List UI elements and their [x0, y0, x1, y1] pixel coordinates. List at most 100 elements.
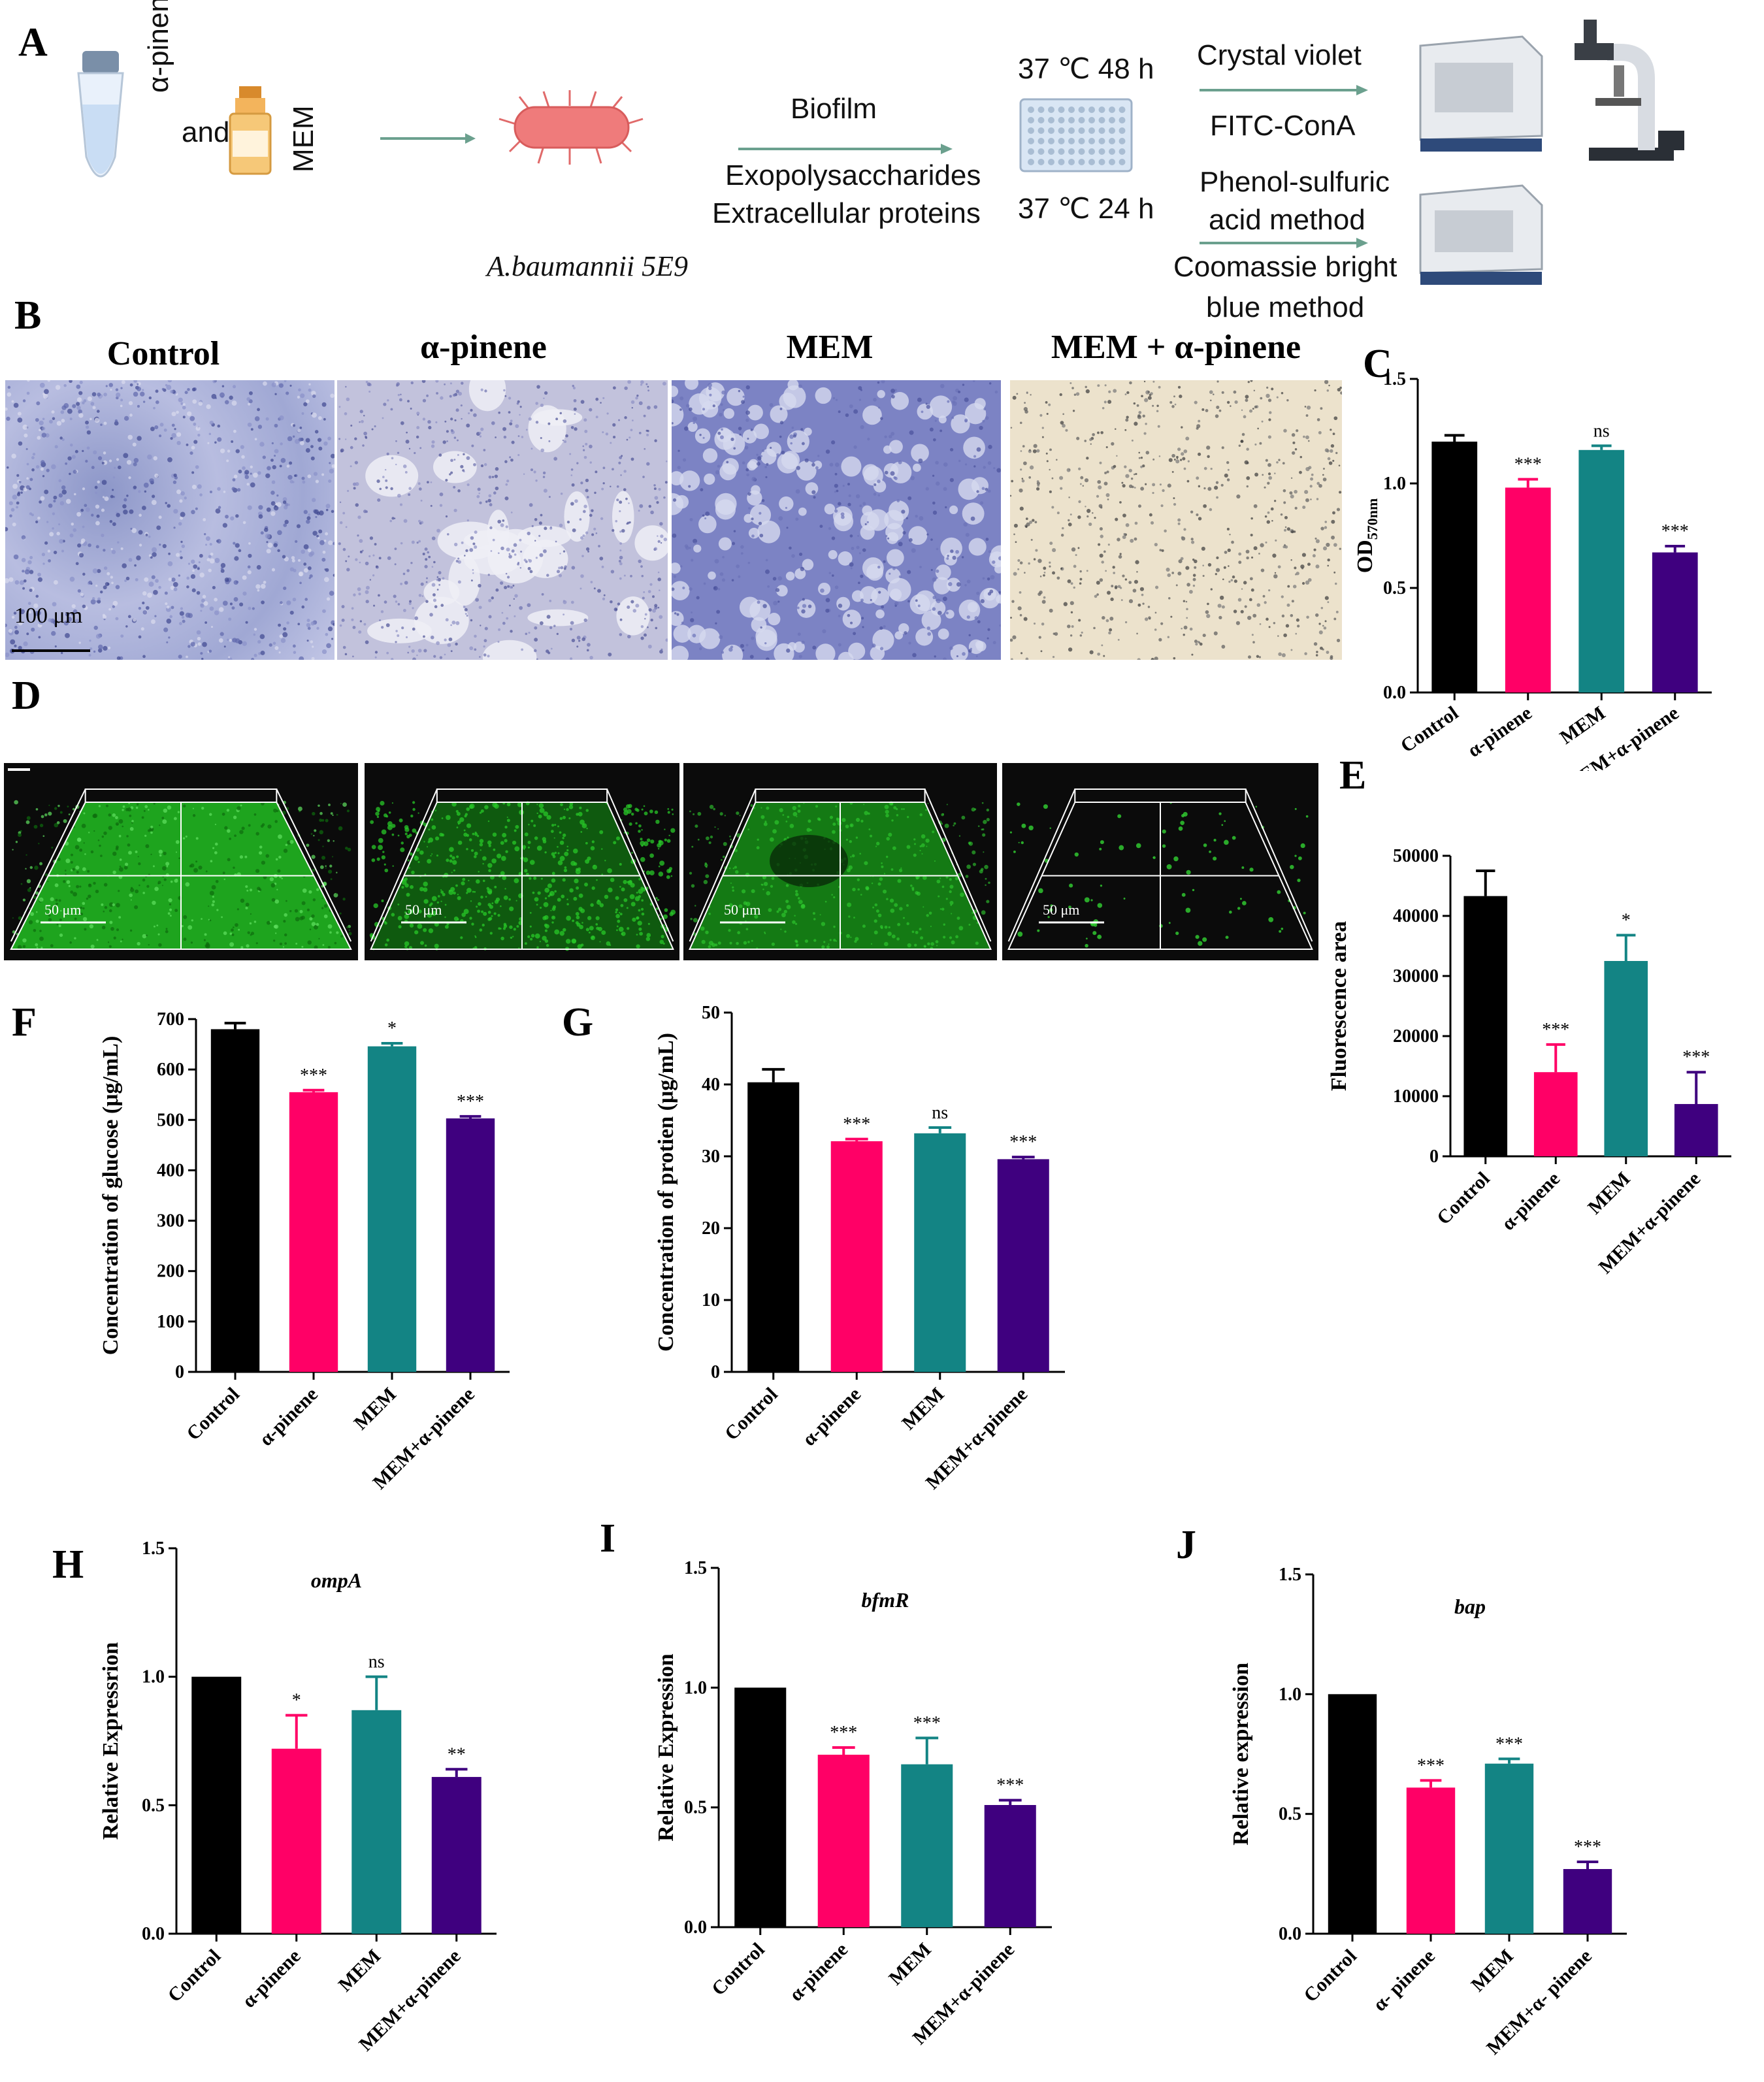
- y-axis-label: OD570nm: [1353, 498, 1380, 574]
- fitc-cona-label: FITC-ConA: [1210, 110, 1356, 142]
- significance-label: ***: [996, 1776, 1024, 1796]
- bar: [1652, 552, 1698, 692]
- reagent-mem-label: MEM: [287, 105, 319, 172]
- y-tick-label: 1.5: [142, 1538, 165, 1559]
- bacterium-icon: [498, 90, 644, 165]
- scale-bar-label-d: 50 μm: [1043, 902, 1079, 918]
- scale-bar-b: [12, 649, 90, 652]
- y-tick-label: 600: [157, 1060, 184, 1080]
- chart-f: 0 100 200 300 400 500 600 700 Concentration of g…: [99, 1009, 510, 1493]
- y-tick-label: 500: [157, 1110, 184, 1130]
- y-tick-label: 1.5: [1383, 369, 1406, 389]
- confocal-pinene: 50 μm: [365, 763, 679, 960]
- y-axis-label: Concentration of protien (μg/mL): [654, 1033, 678, 1352]
- y-tick-label: 30: [702, 1147, 720, 1167]
- coomassie-label-1: Coomassie bright: [1173, 251, 1397, 283]
- y-axis-label: Fluorescence area: [1327, 921, 1351, 1091]
- x-tick-label: MEM: [898, 1384, 949, 1435]
- x-tick-label: Control: [182, 1384, 244, 1445]
- y-tick-label: 1.5: [684, 1558, 707, 1578]
- scale-bar-label-d: 50 μm: [44, 902, 81, 918]
- y-tick-label: 0: [175, 1362, 184, 1382]
- panel-letter-d: D: [12, 674, 41, 718]
- x-tick-label: MEM: [350, 1384, 400, 1435]
- y-tick-label: 1.0: [684, 1678, 707, 1698]
- y-tick-label: 0.5: [1279, 1804, 1301, 1825]
- bar: [1328, 1694, 1377, 1934]
- y-tick-label: 0.5: [684, 1798, 707, 1818]
- y-axis-label: Relative Expression: [654, 1653, 678, 1842]
- significance-label: *: [387, 1018, 397, 1039]
- significance-label: ***: [457, 1092, 484, 1112]
- y-tick-label: 1.0: [142, 1667, 165, 1687]
- micrograph-title-combo: MEM + α-pinene: [1051, 329, 1301, 366]
- panel-letter-i: I: [600, 1516, 616, 1561]
- x-tick-label: MEM: [885, 1939, 936, 1990]
- significance-label: ***: [1574, 1837, 1601, 1857]
- x-tick-label: MEM: [1556, 702, 1610, 749]
- micrograph-control: [5, 380, 335, 660]
- y-tick-label: 20000: [1393, 1026, 1439, 1047]
- chart-j: 0.0 0.5 1.0 1.5 Relative expression bap Contro…: [1229, 1565, 1627, 2059]
- scale-bar-label-d: 50 μm: [405, 902, 442, 918]
- panel-letter-h: H: [52, 1542, 84, 1587]
- y-tick-label: 10000: [1393, 1086, 1439, 1107]
- panel-letter-j: J: [1176, 1523, 1196, 1567]
- bar: [1463, 896, 1508, 1156]
- significance-label: ***: [1514, 455, 1542, 475]
- x-tick-label: α- pinene: [1369, 1945, 1439, 2016]
- significance-label: ***: [1495, 1734, 1523, 1754]
- panel-letter-e: E: [1339, 753, 1367, 798]
- chart-h: 0.0 0.5 1.0 1.5 Relative Expressrion ompA Cont…: [99, 1538, 497, 2055]
- condition-24h-label: 37 ℃ 24 h: [1018, 193, 1154, 225]
- y-tick-label: 10: [702, 1290, 720, 1310]
- bar: [1505, 487, 1551, 692]
- y-axis-label: Relative expression: [1229, 1663, 1253, 1846]
- bar: [914, 1133, 966, 1372]
- y-tick-label: 300: [157, 1211, 184, 1231]
- significance-label: *: [1622, 910, 1631, 930]
- y-tick-label: 200: [157, 1261, 184, 1282]
- bar: [1604, 961, 1648, 1156]
- bottle-icon: [229, 86, 272, 175]
- x-tick-label: α-pinene: [1497, 1168, 1564, 1235]
- significance-label: ns: [368, 1652, 385, 1672]
- bar: [997, 1159, 1049, 1372]
- x-tick-label: MEM: [1467, 1945, 1518, 1996]
- panel-letter-b: B: [14, 293, 42, 338]
- y-tick-label: 0: [711, 1362, 720, 1382]
- y-tick-label: 0.5: [1383, 578, 1406, 598]
- bar: [901, 1764, 953, 1927]
- x-tick-label: MEM: [335, 1945, 385, 1996]
- chart-e: 0 10000 20000 30000 40000 50000 Fluorescence a…: [1327, 846, 1731, 1278]
- chart-title: bap: [1454, 1595, 1486, 1618]
- y-tick-label: 0.0: [1383, 683, 1406, 703]
- bar: [817, 1755, 870, 1927]
- bar: [446, 1118, 495, 1372]
- bar: [830, 1141, 883, 1372]
- y-tick-label: 0.0: [684, 1917, 707, 1938]
- confocal-control: 50 μm: [4, 763, 358, 960]
- micrograph-title-pinene: α-pinene: [420, 329, 547, 366]
- phenol-label-1: Phenol-sulfuric: [1200, 166, 1390, 198]
- plate-reader-icon: [1419, 35, 1543, 152]
- x-tick-label: Control: [1299, 1945, 1361, 2007]
- scale-bar-label-d: 50 μm: [724, 902, 760, 918]
- significance-label: **: [448, 1744, 466, 1765]
- y-tick-label: 100: [157, 1312, 184, 1332]
- bar: [1431, 442, 1478, 692]
- chart-title: bfmR: [862, 1588, 909, 1612]
- y-tick-label: 0.5: [142, 1795, 165, 1815]
- bar: [271, 1748, 321, 1934]
- y-tick-label: 30000: [1393, 966, 1439, 986]
- y-tick-label: 50000: [1393, 846, 1439, 866]
- bar: [210, 1029, 260, 1372]
- chart-c: 0.0 0.5 1.0 1.5 OD570nm Control *** α-pinene ns M…: [1353, 369, 1712, 771]
- and-label: and: [182, 116, 230, 148]
- panel-letter-f: F: [12, 1000, 37, 1045]
- confocal-mem: 50 μm: [683, 763, 997, 960]
- x-tick-label: α-pinene: [255, 1384, 322, 1450]
- plate-reader-icon: [1419, 184, 1543, 285]
- x-tick-label: Control: [708, 1939, 769, 2000]
